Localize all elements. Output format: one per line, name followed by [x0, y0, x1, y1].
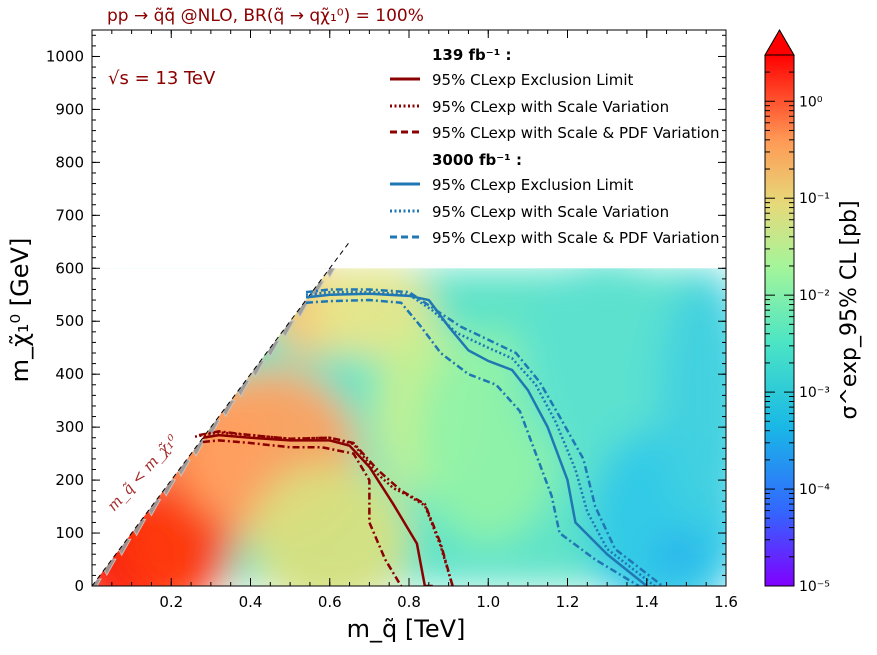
colorbar-tick-label: 10⁻⁵	[799, 579, 830, 595]
colorbar-frame	[764, 55, 795, 587]
colorbar-extend-arrow	[764, 29, 795, 56]
heatmap-patch	[250, 464, 409, 586]
y-tick-label: 100	[55, 524, 84, 542]
y-tick-label: 500	[55, 312, 84, 330]
colorbar-tick-label: 10⁻²	[799, 288, 830, 304]
limit-curve	[198, 430, 454, 586]
legend-entry-label: 95% CLexp with Scale & PDF Variation	[432, 229, 720, 247]
colorbar-tick-label: 10⁰	[799, 94, 823, 110]
curve-layer	[194, 288, 664, 586]
x-tick-label: 0.4	[239, 593, 263, 611]
limit-curve	[305, 290, 656, 586]
legend-entry-label: 95% CLexp Exclusion Limit	[432, 176, 634, 194]
colorbar-ticks: 10⁻⁵ 10⁻⁴ 10⁻³ 10⁻² 10⁻¹ 10⁰	[765, 54, 830, 595]
colorbar-tick-label: 10⁻³	[799, 385, 830, 401]
legend-entry-label: 95% CLexp with Scale Variation	[432, 203, 669, 221]
x-axis-label: m_q̃ [TeV]	[347, 615, 466, 643]
x-tick-label: 0.2	[159, 593, 183, 611]
chart-title: pp → q̃q̃̄ @NLO, BR(q̃ → qχ̃₁⁰) = 100%	[107, 6, 424, 26]
legend-entry-label: 95% CLexp Exclusion Limit	[432, 71, 634, 89]
x-tick-label: 0.6	[318, 593, 342, 611]
legend-header-3000: 3000 fb⁻¹ :	[432, 151, 522, 169]
y-tick-label: 0	[74, 577, 84, 595]
y-tick-label: 900	[55, 100, 84, 118]
heatmap-patch	[658, 273, 726, 528]
y-tick-label: 600	[55, 259, 84, 277]
legend-header-139: 139 fb⁻¹ :	[432, 46, 512, 64]
limit-curve	[305, 292, 648, 586]
y-axis-label: m_χ̃₁⁰ [GeV]	[6, 238, 34, 383]
y-tick-label: 200	[55, 471, 84, 489]
colorbar-tick-label: 10⁻⁴	[799, 482, 830, 498]
x-tick-label: 1.2	[556, 593, 580, 611]
y-axis-ticks: 0 100 200 300 400 500 600 700 800 900 1000	[46, 34, 726, 595]
legend-entry-label: 95% CLexp with Scale Variation	[432, 98, 669, 116]
heatmap-patch	[519, 257, 695, 470]
y-tick-label: 400	[55, 365, 84, 383]
heatmap-patch	[654, 538, 703, 571]
x-tick-label: 1.4	[635, 593, 659, 611]
energy-annotation: √s = 13 TeV	[108, 68, 216, 89]
colorbar-tick-label: 10⁻¹	[799, 191, 830, 207]
x-axis-ticks: 0.2 0.4 0.6 0.8 1.0 1.2 1.4 1.6	[91, 30, 738, 611]
legend-entry-label: 95% CLexp with Scale & PDF Variation	[432, 124, 720, 142]
x-tick-label: 1.6	[714, 593, 738, 611]
colorbar	[765, 55, 794, 586]
y-tick-label: 1000	[46, 47, 84, 65]
limit-curve	[305, 298, 640, 586]
y-tick-label: 300	[55, 418, 84, 436]
colorbar-label: σ^exp_95% CL [pb]	[837, 200, 862, 419]
x-tick-label: 0.8	[397, 593, 421, 611]
heatmap-mask-top	[92, 30, 726, 269]
limit-curve	[305, 288, 664, 586]
limit-curve	[202, 433, 433, 586]
legend: 139 fb⁻¹ : 3000 fb⁻¹ : 95% CLexp Exclusi…	[390, 46, 720, 247]
y-tick-label: 700	[55, 206, 84, 224]
x-tick-label: 1.0	[476, 593, 500, 611]
limit-curve	[202, 439, 403, 586]
y-tick-label: 800	[55, 153, 84, 171]
heatmap-patch	[305, 262, 433, 359]
